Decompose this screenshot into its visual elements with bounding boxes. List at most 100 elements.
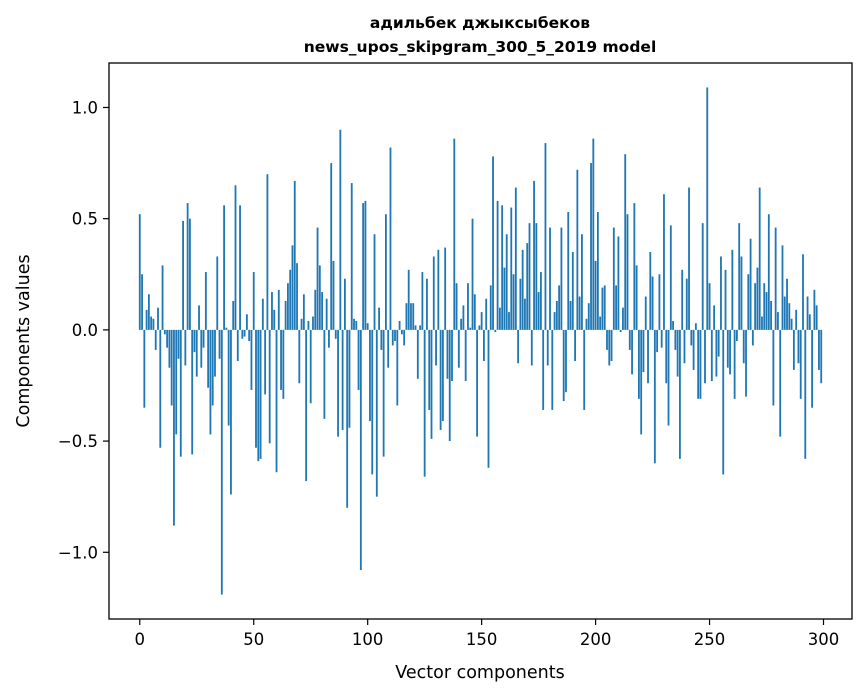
bar	[448, 329, 451, 442]
bar	[751, 329, 754, 346]
bar	[767, 214, 770, 330]
bar	[330, 163, 333, 330]
bar	[679, 329, 681, 459]
bar	[195, 329, 198, 377]
bar	[243, 329, 246, 337]
bar	[770, 300, 772, 330]
bar	[792, 329, 795, 370]
bar	[480, 312, 483, 330]
bar	[412, 303, 415, 330]
bar	[631, 329, 633, 375]
bar	[234, 185, 237, 330]
bar	[362, 203, 365, 330]
bar	[551, 329, 554, 410]
bar	[343, 278, 346, 330]
bar	[410, 303, 412, 330]
x-tick-label: 250	[694, 630, 726, 649]
bar	[426, 278, 428, 330]
bar	[312, 316, 314, 330]
bar	[467, 283, 469, 330]
bar	[754, 283, 757, 330]
bar	[394, 329, 396, 341]
bar	[517, 329, 520, 364]
bar	[612, 227, 615, 330]
bar	[608, 329, 611, 366]
bar	[763, 283, 766, 330]
bar	[667, 329, 670, 426]
bar	[553, 312, 556, 330]
bar	[818, 329, 820, 370]
bar	[371, 329, 374, 475]
bar	[549, 227, 551, 330]
bar	[660, 329, 663, 348]
bar	[690, 329, 693, 346]
bar	[740, 256, 743, 330]
bar	[761, 316, 763, 330]
bar	[720, 256, 722, 330]
bar	[708, 283, 711, 330]
x-tick-label: 300	[808, 630, 840, 649]
bar	[562, 329, 565, 402]
bar	[214, 329, 216, 377]
bar	[804, 329, 807, 459]
bar	[704, 329, 706, 384]
x-axis-ticks: 0 50 100 150 200 250 300	[135, 619, 840, 649]
bar	[656, 329, 659, 353]
bar	[610, 329, 613, 362]
x-tick-label: 0	[135, 630, 146, 649]
bar	[537, 292, 540, 330]
bar	[446, 329, 449, 379]
bar	[241, 329, 244, 339]
bar	[485, 298, 488, 330]
bar	[697, 329, 700, 399]
bar	[508, 312, 510, 330]
bar	[603, 285, 606, 330]
bar	[225, 327, 228, 330]
bar	[594, 260, 597, 330]
bar	[544, 143, 547, 330]
bar	[644, 296, 647, 330]
bar	[460, 318, 463, 330]
bar	[298, 329, 301, 384]
bar	[444, 247, 447, 330]
bar	[157, 307, 159, 330]
bar	[733, 329, 736, 399]
bar	[469, 327, 472, 330]
bar	[772, 329, 775, 406]
y-tick-label: 1.0	[72, 98, 98, 117]
bar	[166, 329, 169, 348]
bar	[236, 329, 239, 362]
bar	[483, 329, 485, 362]
bar	[692, 329, 695, 370]
bar	[261, 298, 264, 330]
bar	[498, 307, 501, 330]
bar	[419, 325, 422, 330]
bar	[341, 329, 344, 430]
bar	[633, 203, 636, 330]
bar	[200, 329, 203, 368]
bar	[587, 303, 590, 330]
bar	[642, 329, 645, 373]
bar	[462, 305, 465, 330]
bar	[407, 269, 410, 330]
bar	[567, 212, 570, 330]
bar	[152, 318, 155, 330]
bar	[758, 187, 761, 330]
bar	[706, 87, 709, 330]
bar	[815, 305, 818, 330]
bar	[701, 223, 704, 330]
bar	[628, 329, 631, 350]
bar	[182, 220, 184, 330]
bar	[186, 203, 189, 330]
bar	[471, 218, 474, 330]
bar	[405, 303, 408, 330]
bar	[583, 329, 586, 410]
bar	[546, 329, 549, 366]
bar	[473, 294, 476, 330]
bar	[569, 300, 572, 330]
bar	[307, 320, 310, 330]
bar	[321, 292, 324, 330]
y-tick-label: 0.5	[72, 210, 98, 229]
bar	[277, 289, 280, 330]
bar	[284, 300, 287, 330]
